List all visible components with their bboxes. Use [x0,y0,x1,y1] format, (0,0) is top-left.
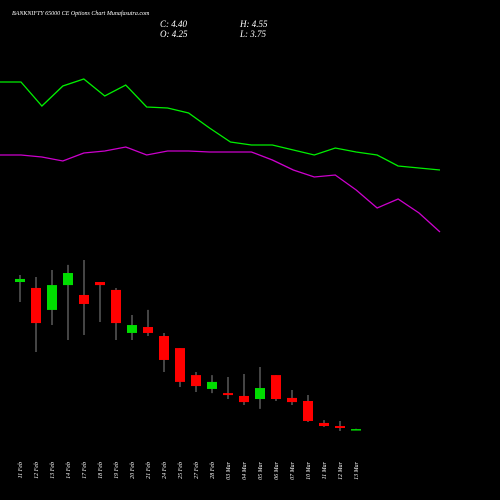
chart-title: BANKNIFTY 65000 CE Options Chart Munafas… [12,10,150,17]
x-tick-label: 11 Feb [18,462,24,478]
x-tick-label: 17 Feb [82,462,88,479]
x-tick-label: 25 Feb [178,462,184,479]
candle-body [351,429,361,431]
x-tick-label: 14 Feb [65,462,72,479]
x-tick-label: 24 Feb [161,462,168,479]
candle-body [319,422,329,427]
candle-body [287,397,297,403]
candle-body [31,287,41,324]
x-tick-label: 18 Feb [98,462,104,479]
x-tick-label: 03 Mar [226,461,232,479]
x-tick-label: 19 Feb [114,462,120,479]
candle-body [335,426,345,428]
x-tick-label: 13 Mar [354,461,360,479]
indicator-line [0,146,441,233]
candle-body [175,348,185,382]
x-tick-label: 27 Feb [194,462,200,479]
x-tick-label: 04 Mar [241,461,248,479]
close-label: C: 4.40 [160,19,188,29]
open-label: O: 4.25 [160,29,188,39]
candle-body [271,375,281,400]
candle-body [63,273,73,286]
x-tick-label: 05 Mar [258,461,264,479]
candle-body [255,388,265,400]
candle-body [79,294,89,304]
candle-body [159,336,169,360]
x-tick-label: 11 Mar [322,461,328,479]
x-tick-label: 21 Feb [146,462,152,479]
candle-body [95,282,105,286]
x-tick-label: 06 Mar [274,461,280,479]
candle-body [127,325,137,333]
high-label: H: 4.55 [239,19,268,29]
x-tick-label: 13 Feb [50,462,56,479]
candle-body [303,401,313,421]
x-tick-label: 12 Feb [34,462,40,479]
candle-body [15,278,25,283]
x-tick-label: 07 Mar [290,461,296,479]
candle-body [223,393,233,396]
candle-body [239,395,249,403]
x-tick-label: 12 Mar [338,461,344,479]
x-tick-label: 28 Feb [210,462,216,479]
candle-body [207,381,217,389]
candle-body [111,289,121,324]
low-label: L: 3.75 [239,29,267,39]
indicator-line [0,78,441,171]
candle-body [143,327,153,333]
x-tick-label: 10 Mar [306,461,312,479]
candle-body [47,285,57,310]
x-tick-label: 20 Feb [130,462,136,479]
candle-body [191,375,201,387]
